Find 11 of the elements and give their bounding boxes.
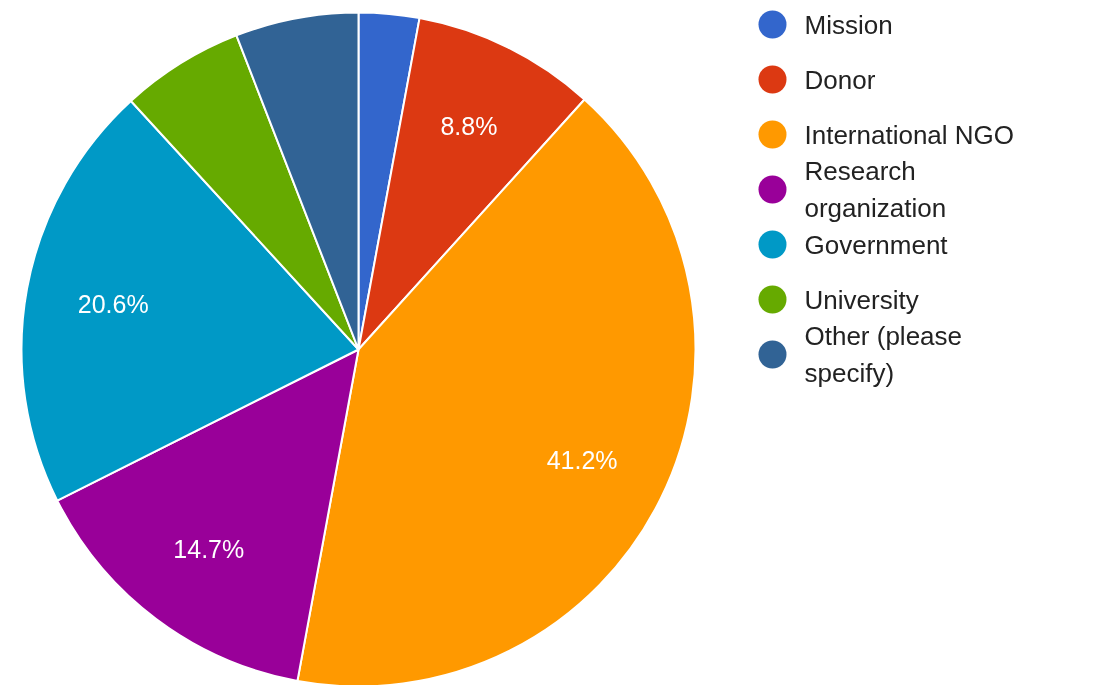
- data-label: 20.6%: [77, 290, 149, 319]
- data-label: 8.8%: [440, 111, 498, 140]
- data-label: 41.2%: [546, 445, 618, 474]
- legend-label: Government: [804, 229, 949, 260]
- legend-label: Research organization: [804, 155, 947, 224]
- legend-label: International NGO: [804, 119, 1015, 150]
- legend-label: Donor: [804, 64, 876, 95]
- legend-label: University: [804, 284, 919, 315]
- legend-label: Other (please specify): [804, 320, 963, 389]
- data-label: 14.7%: [173, 534, 245, 563]
- legend-label: Mission: [804, 9, 893, 40]
